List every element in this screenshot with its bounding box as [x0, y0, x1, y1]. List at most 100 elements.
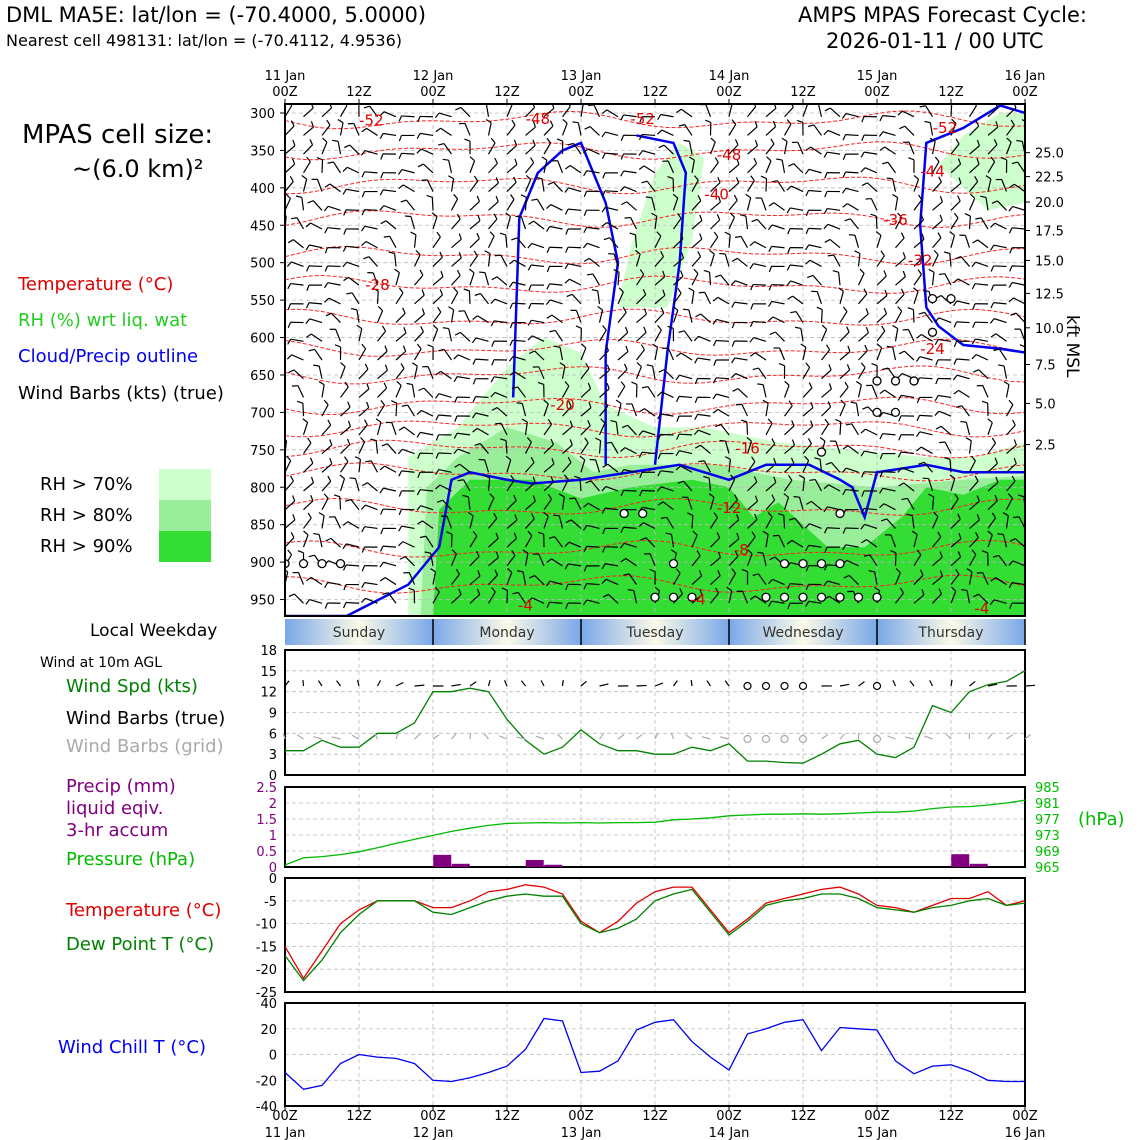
wind-barb-flag: [991, 437, 997, 444]
wind-barb: [716, 393, 730, 399]
wind-barb-flag: [751, 531, 756, 538]
wind-barb-flag: [585, 480, 592, 484]
wind-barb-flag: [1010, 312, 1017, 316]
wind-barb-flag: [805, 601, 810, 607]
wind-barb: [901, 394, 915, 399]
wind-barb: [310, 333, 323, 342]
wind-barb: [790, 280, 804, 286]
wind-barb-flag: [639, 408, 645, 413]
wind-barb: [821, 406, 832, 417]
wind-barb: [913, 534, 918, 548]
top-date-label: 11 Jan: [265, 69, 306, 84]
wind-barb-flag: [898, 434, 902, 441]
wind-barb-grid: [701, 736, 711, 740]
wind-barb-flag: [291, 158, 296, 165]
wind-barb: [580, 442, 589, 454]
wind-barb-flag: [620, 558, 627, 563]
bottom-date-label: 15 Jan: [857, 1126, 898, 1140]
wind-barb-flag: [297, 550, 304, 554]
wind-barb: [364, 526, 378, 530]
wind-barb: [1006, 107, 1017, 118]
wind-barb: [514, 371, 526, 380]
wind-barb-flag: [897, 306, 903, 312]
wind-barb: [820, 309, 823, 323]
wind-barb: [995, 333, 1007, 342]
wind-barb: [1005, 515, 1009, 529]
wind-barb-flag: [933, 511, 939, 518]
wind-barb-flag: [807, 124, 815, 128]
wind-barb: [413, 348, 422, 361]
wind-barb: [774, 331, 785, 342]
wind-barb: [384, 576, 397, 586]
wind-barb-flag: [995, 121, 999, 128]
wind-barb-flag: [364, 363, 369, 370]
wind-barbs-grid-legend: Wind Barbs (grid): [66, 736, 224, 757]
wind-barb-grid: [351, 734, 360, 740]
wind-barb: [605, 485, 619, 492]
wind-barb-flag: [305, 302, 310, 309]
wind-barb: [628, 573, 637, 585]
wind-barb-grid: [617, 734, 625, 740]
wind-barb-flag: [506, 567, 513, 573]
wind-barb-flag: [327, 161, 334, 164]
wind-barb: [377, 369, 388, 380]
wind-barb: [364, 171, 378, 174]
wind-barb: [968, 215, 971, 230]
wind-barb: [931, 254, 939, 267]
wind-barb: [969, 519, 980, 529]
wind-barb-flag: [511, 119, 516, 126]
wind-barb-flag: [346, 292, 353, 295]
wind-barb: [505, 440, 508, 454]
wind-barb-flag: [939, 195, 943, 203]
wind-barb: [998, 555, 1007, 567]
wind-barb-flag: [657, 324, 662, 331]
wind-barb-flag: [416, 343, 422, 350]
wind-barb-flag: [995, 104, 999, 109]
top-hour-label: 12Z: [642, 85, 668, 100]
wind-barb-flag: [472, 378, 477, 385]
weekday-band: [285, 619, 433, 645]
wind-barb-flag: [697, 195, 702, 201]
wind-barb: [883, 503, 896, 511]
wind-barb-flag: [897, 467, 903, 473]
wind-barb: [728, 199, 738, 211]
wind-barb-flag: [824, 191, 828, 198]
wind-barb-flag: [565, 165, 571, 170]
wind-barb-flag: [724, 231, 731, 236]
wind-barb: [321, 107, 332, 118]
rh90-label: RH > 90%: [40, 536, 133, 557]
wind-barb: [753, 263, 767, 268]
wind-barb-flag: [525, 175, 532, 181]
wind-barb-flag: [1002, 512, 1009, 517]
wind-barb-flag: [516, 402, 523, 405]
wind-barb: [469, 200, 480, 211]
wind-barb: [630, 217, 638, 230]
wind-barb-flag: [841, 113, 847, 119]
wind-barb-flag: [957, 513, 961, 520]
calm-barb-grid: [780, 734, 789, 744]
wind-barb-flag: [269, 279, 274, 283]
wind-barb-flag: [361, 225, 366, 232]
wind-barb: [969, 163, 980, 174]
wind-barb: [746, 197, 752, 211]
wind-barb: [876, 295, 888, 305]
wind-barb-flag: [569, 420, 573, 427]
wind-barb: [797, 141, 804, 155]
wind-barb: [923, 461, 933, 473]
wind-barb-flag: [736, 158, 740, 165]
wind-barb: [1005, 497, 1013, 510]
wind-barb: [975, 261, 989, 267]
wind-barb-flag: [456, 269, 461, 276]
wind-barb-flag: [767, 578, 774, 585]
temperature-contour: [285, 338, 1025, 357]
wind-barb-flag: [771, 438, 776, 445]
wind-barb-flag: [528, 220, 534, 225]
wind-barb: [285, 537, 295, 548]
wind-barb: [654, 256, 664, 267]
wind-barb: [543, 515, 549, 529]
wind-barb-flag: [768, 202, 775, 207]
wind-barb-flag: [639, 490, 643, 497]
wind-barb: [350, 499, 360, 511]
wind-barb-flag: [551, 458, 555, 465]
wind-barb-true: [950, 679, 953, 687]
